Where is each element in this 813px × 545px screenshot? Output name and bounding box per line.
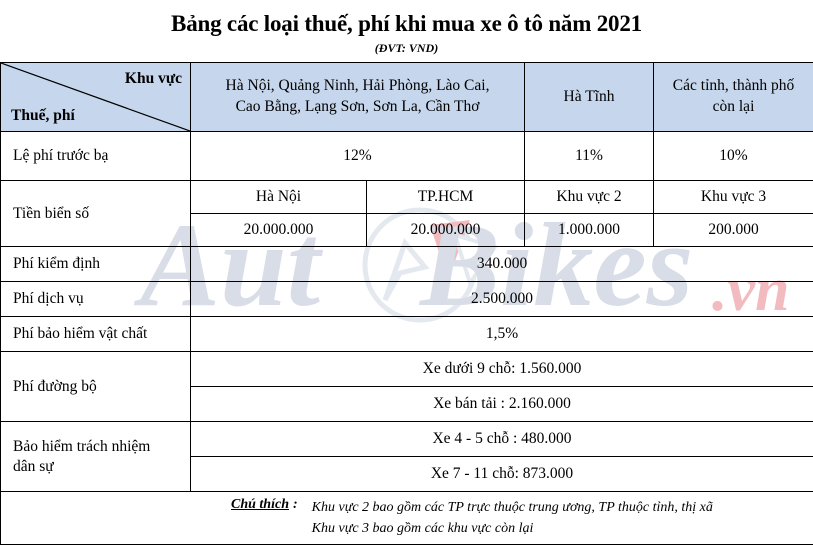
note-lines: Khu vực 2 bao gồm các TP trực thuộc trun… — [312, 497, 713, 539]
cell-road-fee-under9: Xe dưới 9 chỗ: 1.560.000 — [191, 352, 813, 387]
title-block: Bảng các loại thuế, phí khi mua xe ô tô … — [0, 0, 813, 62]
cell-plate-subheader-hanoi: Hà Nội — [191, 181, 367, 214]
table-row: Tiền biển số Hà Nội TP.HCM Khu vực 2 Khu… — [1, 181, 813, 214]
row-label-liability-insurance: Bảo hiểm trách nhiệm dân sự — [1, 422, 191, 492]
note-cell: Chú thích : Khu vực 2 bao gồm các TP trự… — [1, 492, 813, 545]
table-header-row: Khu vực Thuế, phí Hà Nội, Quảng Ninh, Hả… — [1, 63, 813, 132]
row-label-registration-fee: Lệ phí trước bạ — [1, 132, 191, 181]
table-row: Phí đường bộ Xe dưới 9 chỗ: 1.560.000 — [1, 352, 813, 387]
column-header-3-line1: Các tỉnh, thành phố — [657, 76, 810, 97]
cell-plate-subheader-region3: Khu vực 3 — [654, 181, 813, 214]
cell-material-insurance-value: 1,5% — [191, 317, 813, 352]
cell-registration-fee-other: 10% — [654, 132, 813, 181]
table-row: Phí dịch vụ 2.500.000 — [1, 282, 813, 317]
row-label-road-fee: Phí đường bộ — [1, 352, 191, 422]
column-header-2-line1: Hà Tĩnh — [528, 87, 650, 108]
cell-plate-value-hcm: 20.000.000 — [367, 214, 525, 247]
cell-plate-value-region2: 1.000.000 — [525, 214, 654, 247]
note-wrapper: Chú thích : Khu vực 2 bao gồm các TP trự… — [1, 497, 813, 539]
fee-table: Khu vực Thuế, phí Hà Nội, Quảng Ninh, Hả… — [0, 62, 813, 545]
cell-liability-7-11-seats: Xe 7 - 11 chỗ: 873.000 — [191, 457, 813, 492]
page-title: Bảng các loại thuế, phí khi mua xe ô tô … — [0, 12, 813, 35]
column-header-3-line2: còn lại — [657, 97, 810, 118]
corner-header-cell: Khu vực Thuế, phí — [1, 63, 191, 132]
cell-liability-4-5-seats: Xe 4 - 5 chỗ : 480.000 — [191, 422, 813, 457]
column-header-ha-tinh: Hà Tĩnh — [525, 63, 654, 132]
table-row: Lệ phí trước bạ 12% 11% 10% — [1, 132, 813, 181]
corner-label-fee: Thuế, phí — [11, 107, 75, 125]
table-row: Bảo hiểm trách nhiệm dân sự Xe 4 - 5 chỗ… — [1, 422, 813, 457]
cell-inspection-fee-value: 340.000 — [191, 247, 813, 282]
cell-service-fee-value: 2.500.000 — [191, 282, 813, 317]
note-colon: : — [293, 497, 298, 513]
note-line-1: Khu vực 2 bao gồm các TP trực thuộc trun… — [312, 497, 713, 518]
note-line-2: Khu vực 3 bao gồm các khu vực còn lại — [312, 518, 713, 539]
cell-plate-value-region3: 200.000 — [654, 214, 813, 247]
cell-road-fee-pickup: Xe bán tải : 2.160.000 — [191, 387, 813, 422]
table-note-row: Chú thích : Khu vực 2 bao gồm các TP trự… — [1, 492, 813, 545]
cell-registration-fee-region1: 12% — [191, 132, 525, 181]
row-label-inspection-fee: Phí kiểm định — [1, 247, 191, 282]
row-label-liability-line2: dân sự — [13, 457, 187, 477]
cell-plate-subheader-hcm: TP.HCM — [367, 181, 525, 214]
row-label-material-insurance: Phí bảo hiểm vật chất — [1, 317, 191, 352]
corner-label-region: Khu vực — [125, 70, 182, 88]
column-header-other-provinces: Các tỉnh, thành phố còn lại — [654, 63, 813, 132]
cell-registration-fee-ha-tinh: 11% — [525, 132, 654, 181]
table-row: Phí kiểm định 340.000 — [1, 247, 813, 282]
cell-plate-subheader-region2: Khu vực 2 — [525, 181, 654, 214]
row-label-service-fee: Phí dịch vụ — [1, 282, 191, 317]
note-label: Chú thích — [231, 497, 289, 513]
row-label-plate-fee: Tiền biển số — [1, 181, 191, 247]
column-header-1-line1: Hà Nội, Quảng Ninh, Hải Phòng, Lào Cai, — [194, 76, 521, 97]
column-header-group-1: Hà Nội, Quảng Ninh, Hải Phòng, Lào Cai, … — [191, 63, 525, 132]
row-label-liability-line1: Bảo hiểm trách nhiệm — [13, 437, 187, 457]
cell-plate-value-hanoi: 20.000.000 — [191, 214, 367, 247]
table-row: Phí bảo hiểm vật chất 1,5% — [1, 317, 813, 352]
page-subtitle: (ĐVT: VND) — [0, 41, 813, 56]
column-header-1-line2: Cao Bằng, Lạng Sơn, Sơn La, Cần Thơ — [194, 97, 521, 118]
